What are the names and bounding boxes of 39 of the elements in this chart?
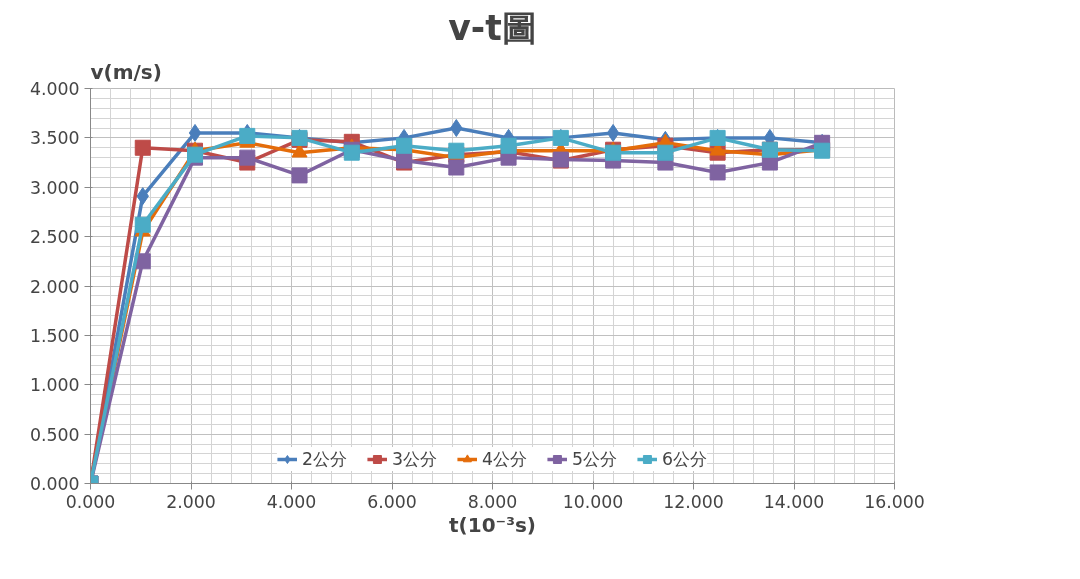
x-axis-title: t(10⁻³s) <box>449 512 536 537</box>
x-tick-label: 4.000 <box>266 491 317 512</box>
chart-title: v-t圖 <box>448 7 537 48</box>
y-tick-label: 3.500 <box>29 128 80 149</box>
point <box>500 137 517 154</box>
x-tick-label: 14.000 <box>763 491 825 512</box>
y-axis-title: v(m/s) <box>90 59 162 84</box>
point <box>291 167 308 184</box>
legend-label: 3公分 <box>391 448 437 471</box>
x-tick-label: 8.000 <box>467 491 518 512</box>
y-tick-label: 2.500 <box>29 227 80 248</box>
point <box>239 127 256 144</box>
y-tick-label: 3.000 <box>29 177 80 198</box>
x-tick-label: 12.000 <box>663 491 724 512</box>
y-tick-label: 2.000 <box>29 276 80 297</box>
x-tick-label: 2.000 <box>166 491 216 512</box>
legend-label: 4公分 <box>481 448 528 471</box>
point <box>657 144 674 161</box>
point <box>448 142 465 159</box>
x-tick-label: 16.000 <box>864 491 925 512</box>
point <box>606 123 620 142</box>
x-tick-label: 6.000 <box>367 491 417 512</box>
point <box>134 139 151 156</box>
y-tick-label: 0.500 <box>29 424 80 445</box>
point <box>239 149 256 166</box>
x-tick-label: 0.000 <box>65 491 116 512</box>
point <box>450 119 463 137</box>
x-tick-label: 10.000 <box>562 491 624 512</box>
y-tick-label: 1.000 <box>29 375 80 396</box>
y-tick-label: 0.000 <box>29 474 80 494</box>
legend-label: 6公分 <box>662 448 708 471</box>
legend-label: 5公分 <box>572 448 618 471</box>
y-tick-label: 1.500 <box>29 325 80 346</box>
point <box>134 216 151 233</box>
point <box>448 159 465 176</box>
point <box>709 164 726 181</box>
legend-label: 2公分 <box>301 448 347 471</box>
point <box>188 123 202 142</box>
y-tick-label: 4.000 <box>29 79 80 99</box>
